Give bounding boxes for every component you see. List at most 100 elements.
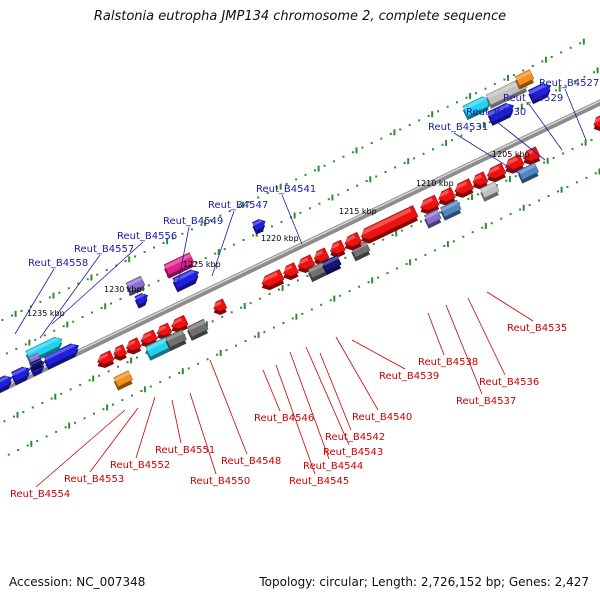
- gene-label: Reut_B4529: [503, 93, 563, 104]
- gene-shine: [124, 340, 136, 348]
- track-dot: [228, 210, 231, 213]
- track-dot: [20, 310, 23, 312]
- leader-line: [305, 346, 350, 446]
- gene-shine: [11, 367, 27, 376]
- gene-feature: [259, 269, 285, 291]
- gene-body: [330, 239, 346, 254]
- gene-shine: [165, 330, 184, 342]
- gene-label: Reut_B4557: [74, 244, 134, 255]
- gene-body: [505, 154, 525, 170]
- gene-label: Reut_B4543: [323, 447, 383, 458]
- track-dot: [418, 119, 421, 122]
- track-dot: [259, 297, 262, 300]
- leader-line: [445, 304, 483, 395]
- track-dot: [235, 344, 237, 347]
- track-dot: [329, 299, 332, 302]
- track-dot: [446, 105, 449, 108]
- gene-body: [213, 298, 228, 312]
- track-dot: [327, 198, 330, 201]
- track-dot: [140, 390, 143, 392]
- track-dot: [181, 232, 184, 235]
- map-title: Ralstonia eutropha JMP134 chromosome 2, …: [93, 9, 507, 24]
- leader-line: [427, 312, 445, 356]
- track-dot: [15, 347, 18, 350]
- gene-shine: [169, 317, 183, 326]
- gene-feature: [30, 358, 43, 372]
- track-dot: [219, 214, 222, 217]
- track-dot: [136, 356, 138, 359]
- track-dot: [306, 275, 309, 277]
- leader-line: [335, 336, 379, 411]
- topology-summary: Topology: circular; Length: 2,726,152 bp…: [259, 575, 589, 589]
- track-dot: [427, 114, 430, 117]
- track-dot: [31, 406, 34, 409]
- gene-features: [0, 69, 600, 393]
- track-dot: [197, 362, 200, 365]
- track-dot: [272, 326, 275, 329]
- gene-shine: [471, 174, 482, 182]
- track-dot: [377, 276, 380, 279]
- gene-label: Reut_B4530: [466, 107, 526, 118]
- gene-feature: [124, 337, 142, 355]
- gene-feature: [452, 178, 474, 198]
- track-dot: [111, 403, 114, 406]
- gene-label: Reut_B4542: [325, 432, 385, 443]
- gene-feature: [471, 171, 489, 190]
- track-dot: [211, 320, 214, 323]
- track-dot: [240, 306, 243, 309]
- track-dot: [22, 411, 25, 414]
- track-dot: [408, 124, 411, 126]
- scale-labels: 1235 kbp 1230 kbp 1225 kbp 1220 kbp 1215 kbp…: [27, 150, 530, 318]
- gene-shine: [31, 359, 42, 365]
- track-dot: [503, 78, 506, 81]
- gene-feature: [528, 83, 552, 105]
- leader-line: [486, 291, 534, 322]
- track-dot: [83, 417, 86, 420]
- track-dot: [571, 147, 574, 150]
- track-dot: [41, 402, 44, 404]
- gene-label: Reut_B4544: [303, 461, 363, 472]
- label-leader-lines: [14, 88, 587, 488]
- track-dot: [26, 444, 29, 447]
- gene-shine: [424, 210, 439, 220]
- track-dot: [214, 252, 217, 255]
- track-dot: [48, 296, 51, 299]
- track-dot: [367, 281, 370, 284]
- gene-body: [472, 171, 489, 186]
- track-dot: [178, 371, 181, 374]
- track-dot: [560, 51, 563, 54]
- track-dot: [147, 284, 150, 287]
- track-dot: [547, 195, 550, 197]
- track-dot: [29, 305, 32, 308]
- leader-line: [289, 351, 330, 460]
- track-dot: [105, 269, 108, 272]
- gene-shine: [359, 208, 412, 236]
- gene-body: [322, 254, 342, 272]
- track-dot: [130, 394, 133, 397]
- track-dot: [519, 208, 522, 211]
- gene-shine: [503, 157, 518, 167]
- gene-label: Reut_B4558: [28, 258, 88, 269]
- track-dot: [308, 207, 311, 210]
- leader-line: [528, 103, 563, 151]
- gene-shine: [521, 149, 535, 158]
- gene-feature: [11, 366, 31, 386]
- gene-feature: [43, 343, 80, 370]
- leader-line: [89, 407, 139, 473]
- track-dot: [110, 302, 112, 305]
- track-dot: [45, 435, 48, 438]
- gene-body: [172, 269, 200, 289]
- track-dot: [1, 319, 4, 321]
- track-dot: [594, 172, 597, 175]
- track-dot: [401, 229, 404, 232]
- track-dot: [479, 125, 482, 128]
- gene-label: Reut_B4541: [256, 184, 316, 195]
- track-dot: [230, 311, 233, 314]
- track-dot: [291, 317, 294, 320]
- gene-label: Reut_B4540: [352, 412, 412, 423]
- track-dot: [396, 267, 398, 270]
- gene-labels: Reut_B4558 Reut_B4557 Reut_B4556 Reut_B4549…: [10, 78, 599, 500]
- gene-shine: [114, 371, 130, 382]
- gene-feature: [95, 350, 115, 369]
- track-dot: [500, 217, 503, 220]
